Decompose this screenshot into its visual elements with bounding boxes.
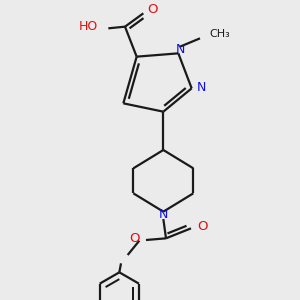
Text: O: O xyxy=(197,220,208,233)
Text: N: N xyxy=(196,81,206,94)
Text: N: N xyxy=(159,208,168,221)
Text: HO: HO xyxy=(79,20,98,33)
Text: CH₃: CH₃ xyxy=(209,29,230,39)
Text: O: O xyxy=(130,232,140,245)
Text: N: N xyxy=(175,44,185,56)
Text: O: O xyxy=(147,4,158,16)
